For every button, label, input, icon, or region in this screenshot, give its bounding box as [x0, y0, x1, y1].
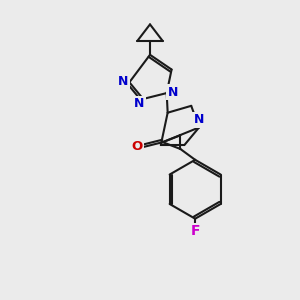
Text: N: N: [118, 75, 129, 88]
Text: N: N: [194, 113, 204, 126]
Text: N: N: [167, 85, 178, 99]
Text: N: N: [134, 98, 144, 110]
Text: F: F: [190, 224, 200, 239]
Text: O: O: [132, 140, 143, 153]
